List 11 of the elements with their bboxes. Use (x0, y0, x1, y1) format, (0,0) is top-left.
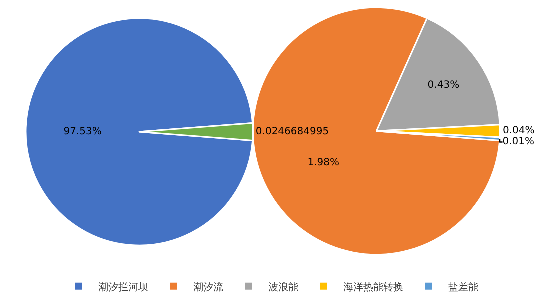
data-label: 0.43% (428, 80, 460, 91)
legend-label: 潮汐流 (194, 281, 224, 294)
data-label: 0.04% (503, 126, 535, 137)
data-label: 97.53% (64, 126, 102, 138)
legend-label: 海洋热能转换 (344, 281, 404, 294)
legend-label: 潮汐拦河坝 (98, 281, 148, 294)
data-label: 0.01% (502, 136, 535, 148)
data-label: 0.0246684995 (256, 126, 330, 138)
legend-label: 盐差能 (448, 281, 478, 294)
legend-label: 波浪能 (268, 281, 298, 294)
data-label: 1.98% (308, 157, 340, 168)
